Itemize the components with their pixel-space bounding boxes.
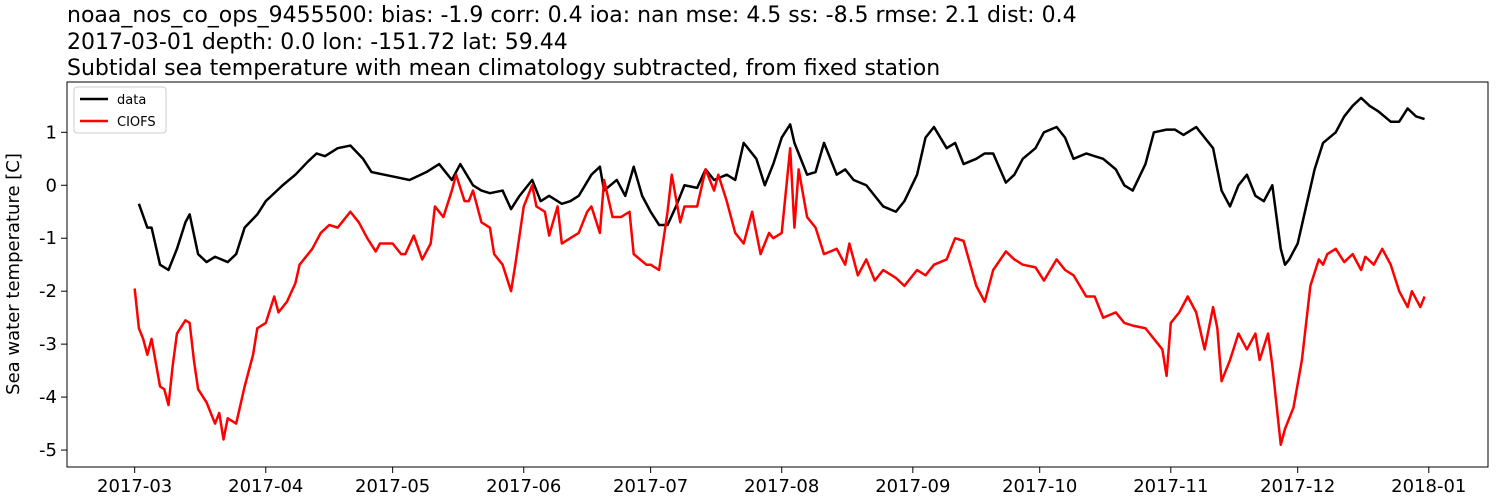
x-tick-label: 2017-11 — [1133, 476, 1208, 497]
y-tick-label: -4 — [39, 387, 57, 408]
x-tick-label: 2017-07 — [613, 476, 688, 497]
legend-label: data — [117, 93, 146, 108]
series-line — [133, 146, 1426, 447]
x-tick-label: 2017-10 — [1002, 476, 1077, 497]
x-tick-label: 2017-04 — [228, 476, 303, 497]
y-tick-label: -1 — [39, 228, 57, 249]
x-tick-label: 2017-03 — [97, 476, 172, 497]
x-tick-label: 2017-09 — [875, 476, 950, 497]
y-tick-label: 0 — [46, 175, 57, 196]
y-tick-label: 1 — [46, 122, 57, 143]
chart-title: Subtidal sea temperature with mean clima… — [67, 56, 940, 81]
chart-title: noaa_nos_co_ops_9455500: bias: -1.9 corr… — [67, 3, 1077, 28]
chart-title: 2017-03-01 depth: 0.0 lon: -151.72 lat: … — [67, 30, 568, 55]
series-line — [137, 96, 1425, 272]
y-tick-label: -2 — [39, 281, 57, 302]
x-tick-label: 2017-05 — [355, 476, 430, 497]
x-tick-label: 2017-12 — [1260, 476, 1335, 497]
plot-frame — [66, 81, 1489, 468]
x-tick-label: 2017-08 — [744, 476, 819, 497]
y-tick-label: -3 — [39, 334, 57, 355]
x-tick-label: 2018-01 — [1391, 476, 1466, 497]
x-tick-label: 2017-06 — [486, 476, 561, 497]
y-axis-label: Sea water temperature [C] — [3, 153, 24, 395]
legend-label: CIOFS — [117, 115, 156, 130]
y-tick-label: -5 — [39, 440, 57, 461]
